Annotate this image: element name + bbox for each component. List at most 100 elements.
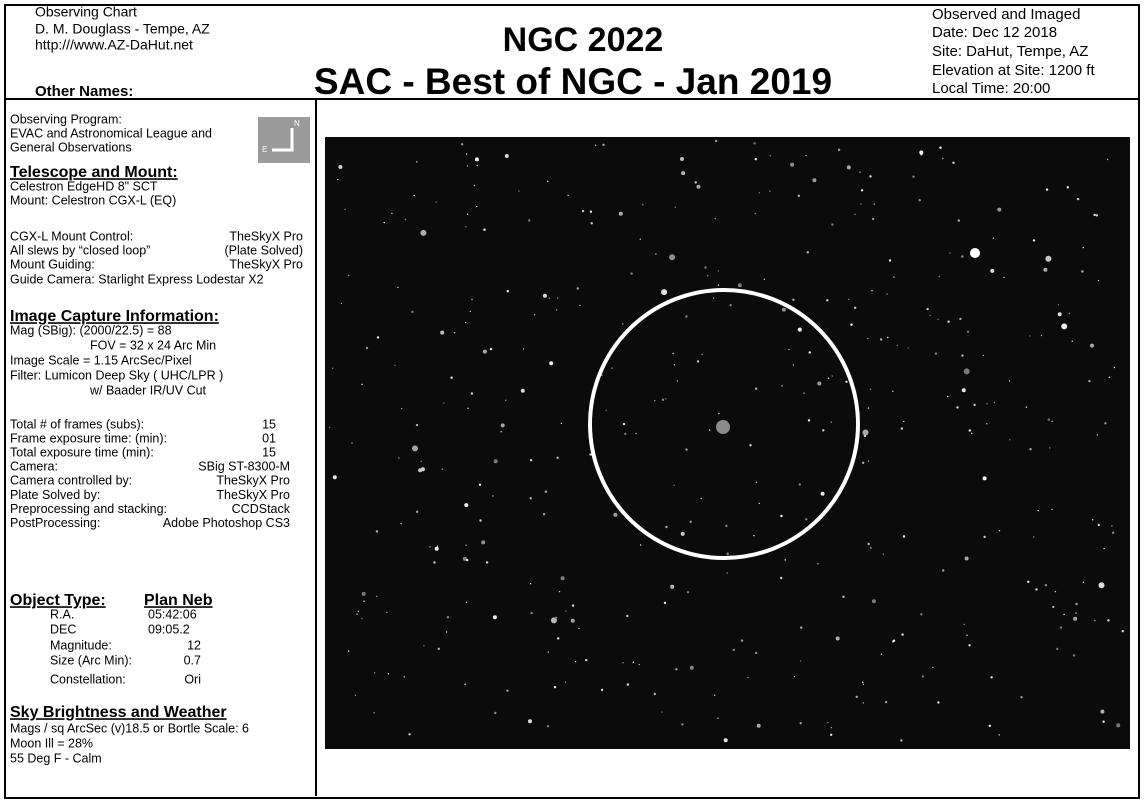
star [534,314,535,315]
star [623,423,625,425]
star [1033,536,1034,537]
star [530,459,532,461]
frame-value: CCDStack [232,502,291,516]
star [788,349,789,350]
star-field-image [325,137,1130,749]
star [939,276,940,277]
star [362,592,366,596]
star [470,311,471,312]
star [611,367,612,368]
star [697,360,699,362]
star [1097,434,1098,435]
star [869,175,871,177]
star [794,676,795,677]
capture-line: w/ Baader IR/UV Cut [89,383,207,397]
star [756,482,757,483]
star [674,485,675,486]
star [672,353,673,354]
star [983,536,985,538]
star [420,230,426,236]
star [1109,377,1110,378]
star [421,461,422,462]
star [970,248,980,258]
star [669,254,675,260]
object-label: R.A. [50,607,74,621]
star [361,384,362,385]
star [965,557,969,561]
star [790,163,794,167]
star [450,377,452,379]
star [989,725,991,727]
star [713,298,714,299]
star [817,382,821,386]
telescope-line: Celestron EdgeHD 8" SCT [10,179,158,193]
star [986,403,987,404]
star [377,336,379,338]
star [755,388,757,390]
star [828,378,829,379]
star [999,734,1000,735]
star [805,518,807,520]
star [545,491,547,493]
compass-east: E [262,145,267,154]
star [681,171,685,175]
star [471,392,473,394]
capture-line: Mag (SBig): (2000/22.5) = 88 [10,323,172,337]
star [717,718,718,719]
object-value: 0.7 [184,653,201,667]
star [1116,723,1120,727]
star [868,543,870,545]
star [363,601,364,602]
header-left-line: D. M. Douglass - Tempe, AZ [35,21,210,37]
star [862,682,863,683]
star [1114,367,1115,368]
sky-line: 55 Deg F - Calm [10,751,102,765]
star [394,365,395,366]
star [440,331,444,335]
star [986,423,987,424]
star [561,576,565,580]
star [871,290,872,291]
star [1051,509,1052,510]
star [971,433,972,434]
star [681,723,683,725]
star [435,547,439,551]
star [675,668,677,670]
star [639,664,640,665]
star [492,495,493,496]
star [867,338,868,339]
star [640,239,641,240]
star [990,676,992,678]
star [1061,323,1067,329]
star [903,421,904,422]
star [741,639,743,641]
star [530,583,531,584]
star [961,255,963,257]
star [949,252,950,253]
star [1093,214,1095,216]
star [416,424,418,426]
star [366,347,368,349]
star [461,143,463,145]
star [997,208,1001,212]
star [956,406,958,408]
star [885,701,887,703]
star [868,407,869,408]
star [1009,380,1010,381]
star [881,654,882,655]
star [361,618,362,619]
star [1038,510,1039,511]
object-value: 09:05.2 [148,622,190,636]
star [507,290,509,292]
star [582,210,584,212]
star [329,427,330,428]
star [548,651,549,652]
star [665,526,667,528]
row-value: TheSkyX Pro [229,229,303,243]
frame-value: SBig ST-8300-M [198,460,290,474]
star [1020,696,1022,698]
star [619,212,623,216]
star [337,179,338,180]
star [889,259,891,261]
star [1041,335,1042,336]
